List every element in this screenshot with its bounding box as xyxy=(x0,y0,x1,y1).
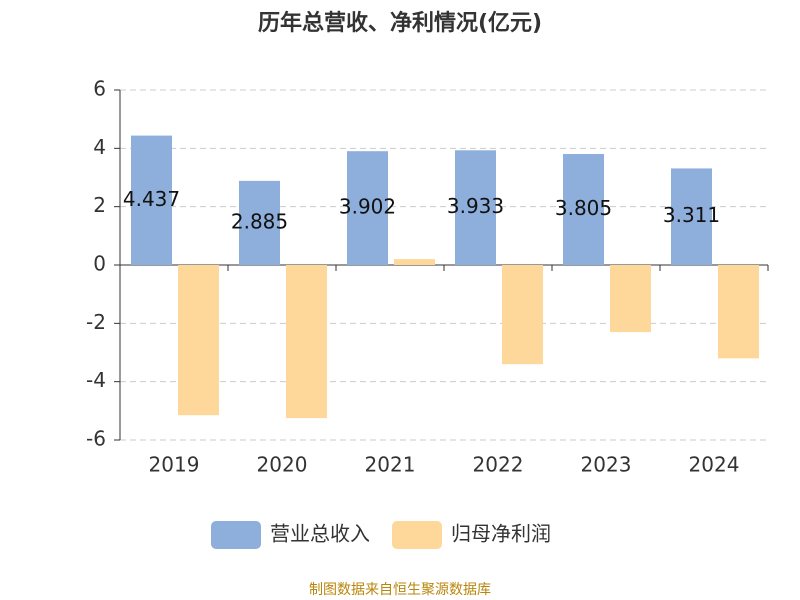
data-label: 2.885 xyxy=(231,209,288,233)
bar xyxy=(502,265,543,365)
data-label: 3.311 xyxy=(663,203,720,227)
legend-swatch xyxy=(392,521,442,549)
bar xyxy=(610,265,651,333)
bar xyxy=(563,154,604,265)
x-tick-label: 2024 xyxy=(689,453,740,477)
source-note: 制图数据来自恒生聚源数据库 xyxy=(309,582,491,598)
data-label: 3.902 xyxy=(339,195,396,219)
bar xyxy=(394,259,435,265)
y-tick-label: -4 xyxy=(86,368,106,392)
x-tick-label: 2020 xyxy=(257,453,308,477)
data-label: 4.437 xyxy=(123,187,180,211)
y-tick-label: 0 xyxy=(93,252,106,276)
data-label: 3.933 xyxy=(447,194,504,218)
x-tick-label: 2023 xyxy=(581,453,632,477)
bar xyxy=(455,150,496,265)
bar xyxy=(671,168,712,265)
y-tick-label: 4 xyxy=(93,135,106,159)
data-label: 3.805 xyxy=(555,196,612,220)
x-tick-label: 2022 xyxy=(473,453,524,477)
y-tick-label: -6 xyxy=(86,427,106,451)
bar xyxy=(286,265,327,419)
legend-label: 营业总收入 xyxy=(270,522,370,546)
x-tick-label: 2021 xyxy=(365,453,416,477)
bar xyxy=(131,135,172,265)
y-tick-label: 2 xyxy=(93,193,106,217)
bar xyxy=(718,265,759,359)
legend-label: 归母净利润 xyxy=(451,522,551,546)
x-tick-label: 2019 xyxy=(149,453,200,477)
bar xyxy=(347,151,388,265)
y-tick-label: -2 xyxy=(86,310,106,334)
y-tick-label: 6 xyxy=(93,77,106,101)
bar xyxy=(239,180,280,265)
chart-title: 历年总营收、净利情况(亿元) xyxy=(258,10,542,36)
bar xyxy=(178,265,219,416)
legend-swatch xyxy=(211,521,261,549)
